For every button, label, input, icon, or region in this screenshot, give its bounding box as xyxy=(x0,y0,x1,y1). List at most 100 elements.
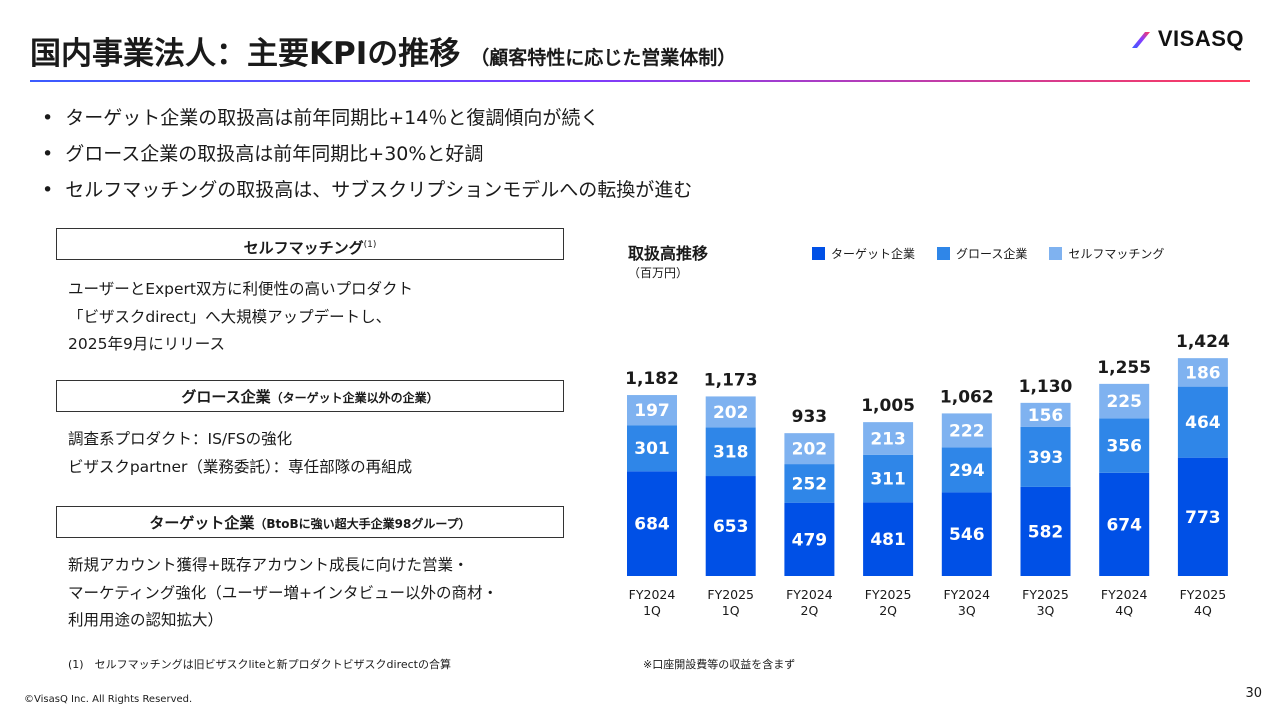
x-tick-label: FY2024 xyxy=(629,587,676,602)
bar-value-label: 393 xyxy=(1028,448,1064,468)
chart-unit: （百万円） xyxy=(628,266,689,280)
bar-total-label: 1,005 xyxy=(861,396,915,416)
bar-value-label: 684 xyxy=(634,515,670,535)
x-tick-label: FY2024 xyxy=(1101,587,1148,602)
chart-title: 取扱高推移 xyxy=(628,244,709,263)
legend-item-growth: グロース企業 xyxy=(937,245,1027,262)
bar-target xyxy=(784,502,835,576)
legend-item-self: セルフマッチング xyxy=(1049,245,1164,262)
bar-target xyxy=(863,502,914,576)
footnote-self-matching: (1) セルフマッチングは旧ビザスクliteと新プロダクトビザスクdirectの… xyxy=(68,658,451,671)
bar-value-label: 301 xyxy=(634,439,670,459)
bar-value-label: 186 xyxy=(1185,363,1221,383)
x-tick-label: 4Q xyxy=(1194,603,1212,618)
x-tick-label: FY2024 xyxy=(943,587,990,602)
bar-value-label: 582 xyxy=(1028,522,1064,542)
bar-value-label: 481 xyxy=(870,530,906,550)
x-tick-label: FY2025 xyxy=(1022,587,1069,602)
legend-item-target: ターゲット企業 xyxy=(812,245,915,262)
x-tick-label: 1Q xyxy=(722,603,740,618)
x-tick-label: FY2025 xyxy=(865,587,912,602)
bar-self xyxy=(1177,358,1228,387)
logo-slash-icon xyxy=(1131,32,1150,48)
bullet-item: ターゲット企業の取扱高は前年同期比+14％と復調傾向が続く xyxy=(42,100,692,136)
bar-growth xyxy=(941,447,992,493)
logo-text: VISASQ xyxy=(1157,26,1244,51)
x-tick-label: FY2024 xyxy=(786,587,833,602)
bar-value-label: 202 xyxy=(792,440,828,460)
target-description: 新規アカウント獲得+既存アカウント成長に向けた営業・ マーケティング強化（ユーザ… xyxy=(68,556,498,629)
bar-self xyxy=(1020,402,1071,427)
bar-self xyxy=(1099,383,1150,419)
bar-growth xyxy=(627,425,677,472)
bar-growth xyxy=(863,454,914,503)
bar-value-label: 653 xyxy=(713,517,749,537)
footnote-ref: (1) xyxy=(363,240,377,250)
self-matching-heading: セルフマッチング(1) xyxy=(56,228,564,260)
self-matching-description: ユーザーとExpert双方に利便性の高いプロダクト 「ビザスクdirect」へ大… xyxy=(68,280,413,353)
bar-total-label: 1,182 xyxy=(625,369,679,389)
bar-self xyxy=(627,395,677,426)
page-subtitle: （顧客特性に応じた営業体制） xyxy=(470,47,737,69)
title-divider xyxy=(30,80,1250,82)
bar-value-label: 197 xyxy=(634,401,670,421)
legend-swatch-self xyxy=(1049,247,1063,260)
bar-value-label: 222 xyxy=(949,421,985,441)
copyright: ©VisasQ Inc. All Rights Reserved. xyxy=(24,694,193,705)
bar-value-label: 546 xyxy=(949,525,985,545)
bullet-item: グロース企業の取扱高は前年同期比+30%と好調 xyxy=(42,136,692,172)
visasq-logo: VISASQ xyxy=(1130,26,1244,52)
bar-target xyxy=(627,471,677,576)
bar-value-label: 356 xyxy=(1106,437,1142,457)
footnote-exclusion: ※口座開設費等の収益を含まず xyxy=(643,658,796,671)
bar-growth xyxy=(784,464,835,503)
x-tick-label: 1Q xyxy=(643,603,661,618)
page-number: 30 xyxy=(1245,686,1262,701)
bar-value-label: 252 xyxy=(792,474,828,494)
x-tick-label: 2Q xyxy=(879,603,897,618)
bar-total-label: 1,062 xyxy=(940,387,994,407)
summary-bullets: ターゲット企業の取扱高は前年同期比+14％と復調傾向が続く グロース企業の取扱高… xyxy=(42,100,692,208)
growth-heading: グロース企業（ターゲット企業以外の企業） xyxy=(56,380,564,412)
bar-self xyxy=(705,396,756,428)
bar-value-label: 294 xyxy=(949,461,985,481)
bar-value-label: 318 xyxy=(713,443,749,463)
bar-value-label: 773 xyxy=(1185,508,1221,528)
bar-total-label: 1,424 xyxy=(1176,332,1230,352)
bar-value-label: 225 xyxy=(1106,392,1142,412)
bar-total-label: 1,130 xyxy=(1019,377,1073,397)
chart-legend: ターゲット企業 グロース企業 セルフマッチング xyxy=(812,245,1164,262)
x-tick-label: 3Q xyxy=(958,603,976,618)
x-tick-label: 4Q xyxy=(1115,603,1133,618)
bar-target xyxy=(941,492,992,576)
x-tick-label: FY2025 xyxy=(1180,587,1227,602)
x-tick-label: 2Q xyxy=(801,603,819,618)
legend-swatch-target xyxy=(812,247,825,260)
bar-value-label: 464 xyxy=(1185,413,1221,433)
bar-self xyxy=(863,422,914,455)
bar-target xyxy=(1099,472,1150,576)
target-heading: ターゲット企業（BtoBに強い超大手企業98グループ） xyxy=(56,506,564,538)
bar-growth xyxy=(705,427,756,477)
bar-value-label: 479 xyxy=(792,530,828,550)
bar-value-label: 202 xyxy=(713,403,749,423)
bullet-item: セルフマッチングの取扱高は、サブスクリプションモデルへの転換が進む xyxy=(42,172,692,208)
bar-self xyxy=(941,413,992,448)
bar-value-label: 311 xyxy=(870,470,906,490)
bar-value-label: 674 xyxy=(1106,515,1142,535)
growth-description: 調査系プロダクト：IS/FSの強化 ビザスクpartner（業務委託）：専任部隊… xyxy=(68,430,413,476)
bar-value-label: 213 xyxy=(870,429,906,449)
bar-total-label: 933 xyxy=(792,407,828,427)
bar-total-label: 1,173 xyxy=(704,370,758,390)
x-tick-label: 3Q xyxy=(1037,603,1055,618)
bar-self xyxy=(784,433,835,465)
bar-growth xyxy=(1177,386,1228,458)
bar-target xyxy=(1177,457,1228,576)
bar-value-label: 156 xyxy=(1028,406,1064,426)
bar-target xyxy=(705,476,756,576)
bar-target xyxy=(1020,486,1071,576)
page-title: 国内事業法人：主要KPIの推移 （顧客特性に応じた営業体制） xyxy=(30,36,737,72)
bar-total-label: 1,255 xyxy=(1097,358,1151,378)
legend-swatch-growth xyxy=(937,247,951,260)
